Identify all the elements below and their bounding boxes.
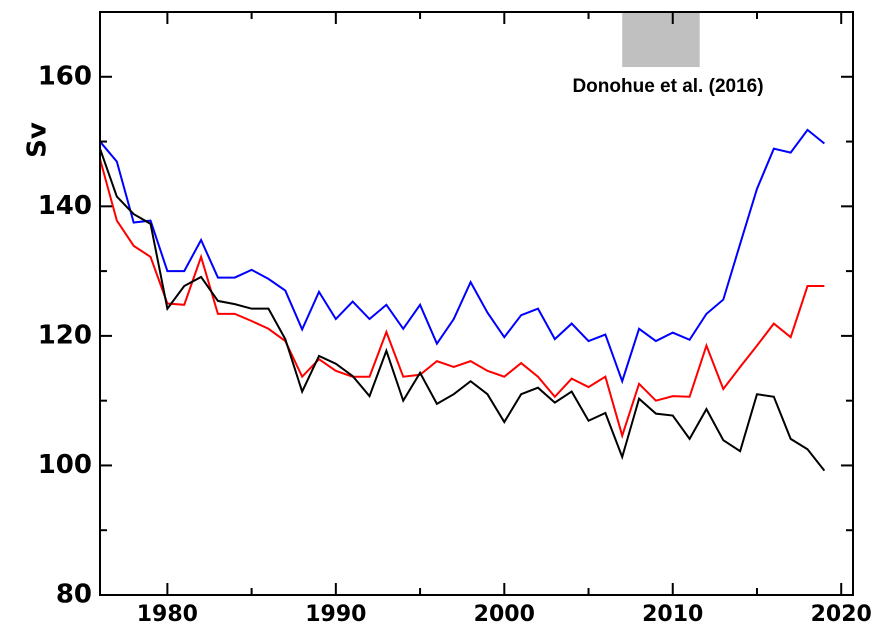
plot-frame bbox=[99, 11, 854, 596]
y-tick-label: 80 bbox=[56, 580, 92, 610]
y-tick-label: 160 bbox=[38, 61, 92, 91]
x-tick-label: 1980 bbox=[137, 602, 198, 627]
x-tick-label: 2000 bbox=[474, 602, 535, 627]
shade bbox=[622, 12, 700, 68]
x-tick-label: 1990 bbox=[305, 602, 366, 627]
y-tick-label: 120 bbox=[38, 320, 92, 350]
line-series bbox=[99, 128, 825, 385]
y-tick-label: 100 bbox=[38, 450, 92, 480]
line-series bbox=[99, 148, 826, 472]
x-tick-label: 2020 bbox=[811, 602, 872, 627]
y-axis-label: Sv bbox=[23, 122, 53, 158]
line-series bbox=[99, 158, 825, 440]
annotation: Donohue et al. (2016) bbox=[572, 76, 763, 97]
x-tick-label: 2010 bbox=[642, 602, 703, 627]
y-tick-label: 140 bbox=[38, 191, 92, 221]
